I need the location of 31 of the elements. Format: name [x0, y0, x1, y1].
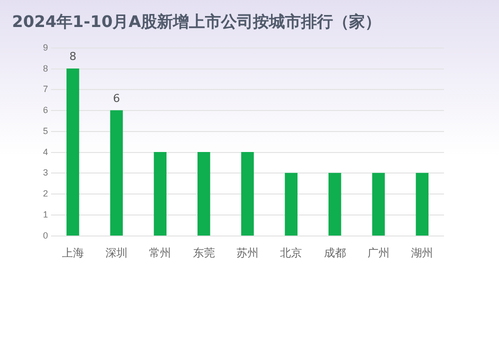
y-tick-label: 8 [42, 63, 48, 74]
y-tick-label: 1 [42, 209, 48, 220]
y-tick-label: 5 [42, 126, 48, 136]
bar [154, 152, 166, 236]
chart-title: 2024年1-10月A股新增上市公司按城市排行（家） [11, 11, 382, 33]
y-tick-label: 9 [42, 42, 48, 52]
bar [328, 172, 342, 236]
y-tick-label: 3 [42, 168, 48, 178]
y-tick-label: 7 [42, 84, 48, 94]
data-label: 8 [69, 50, 76, 64]
bar [284, 172, 298, 236]
bar [372, 172, 385, 236]
bar [110, 110, 123, 236]
y-tick-label: 0 [42, 230, 48, 240]
y-tick-label: 2 [42, 188, 48, 199]
x-tick-label: 湖州 [411, 246, 434, 260]
x-tick-label: 成都 [324, 246, 346, 260]
y-tick-label: 4 [42, 146, 48, 157]
x-tick-label: 广州 [368, 246, 390, 260]
bar [66, 68, 80, 236]
bar [198, 152, 210, 236]
y-tick-label: 6 [42, 105, 48, 116]
data-label: 6 [113, 92, 120, 105]
x-tick-label: 北京 [280, 246, 302, 260]
x-tick-label: 东莞 [192, 246, 215, 260]
x-tick-label: 深圳 [106, 246, 128, 260]
x-tick-label: 苏州 [236, 246, 259, 260]
x-tick-label: 常州 [149, 246, 172, 260]
bar [416, 172, 428, 236]
x-tick-label: 上海 [62, 246, 84, 260]
bar [241, 152, 254, 236]
